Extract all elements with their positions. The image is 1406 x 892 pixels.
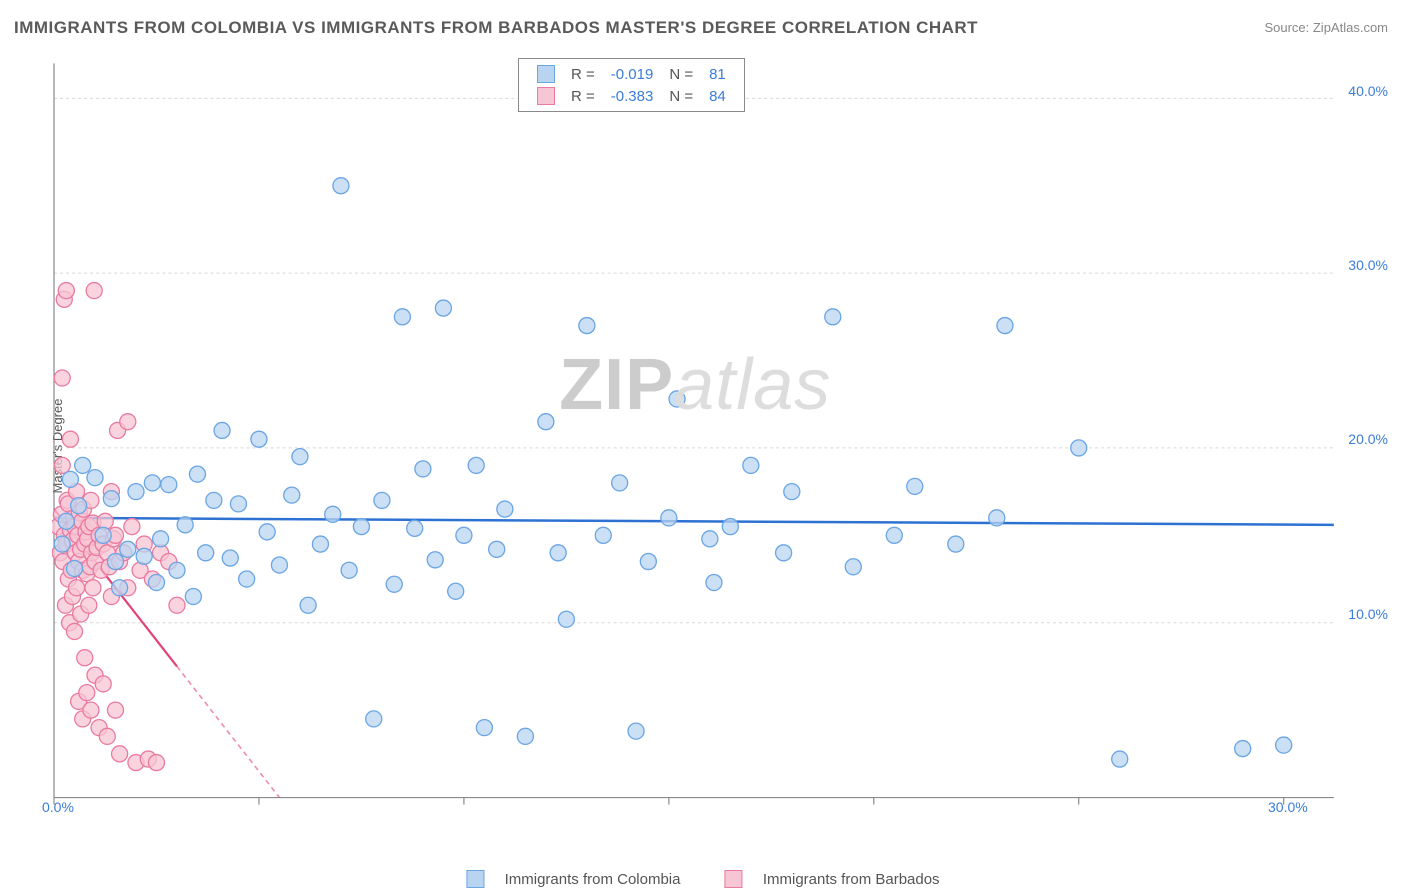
legend-row-series-b: R = -0.383 N = 84	[529, 85, 734, 107]
scatter-plot-svg	[52, 55, 1392, 840]
y-tick-label: 40.0%	[1348, 83, 1388, 99]
stat-r-value-b: -0.383	[603, 85, 662, 107]
legend-item-series-b: Immigrants from Barbados	[715, 871, 950, 888]
stat-r-label: R =	[563, 85, 603, 107]
chart-title: IMMIGRANTS FROM COLOMBIA VS IMMIGRANTS F…	[14, 18, 978, 38]
stat-r-label: R =	[563, 63, 603, 85]
chart-area: ZIPatlas 10.0%20.0%30.0%40.0%0.0%30.0%	[52, 55, 1392, 840]
stat-n-value-a: 81	[701, 63, 734, 85]
legend-label-b: Immigrants from Barbados	[763, 871, 940, 888]
swatch-series-a	[537, 65, 555, 83]
swatch-series-b	[725, 870, 743, 888]
correlation-legend: R = -0.019 N = 81 R = -0.383 N = 84	[518, 58, 745, 112]
swatch-series-b	[537, 87, 555, 105]
y-tick-label: 30.0%	[1348, 257, 1388, 273]
x-tick-label: 30.0%	[1268, 799, 1308, 815]
stat-n-value-b: 84	[701, 85, 734, 107]
legend-label-a: Immigrants from Colombia	[505, 871, 681, 888]
y-tick-label: 10.0%	[1348, 606, 1388, 622]
source-attribution: Source: ZipAtlas.com	[1264, 20, 1388, 35]
stat-n-label: N =	[661, 63, 701, 85]
stat-r-value-a: -0.019	[603, 63, 662, 85]
legend-item-series-a: Immigrants from Colombia	[456, 871, 694, 888]
stat-n-label: N =	[661, 85, 701, 107]
swatch-series-a	[466, 870, 484, 888]
series-legend: Immigrants from Colombia Immigrants from…	[446, 870, 959, 888]
x-tick-label: 0.0%	[42, 799, 74, 815]
y-tick-label: 20.0%	[1348, 431, 1388, 447]
legend-row-series-a: R = -0.019 N = 81	[529, 63, 734, 85]
